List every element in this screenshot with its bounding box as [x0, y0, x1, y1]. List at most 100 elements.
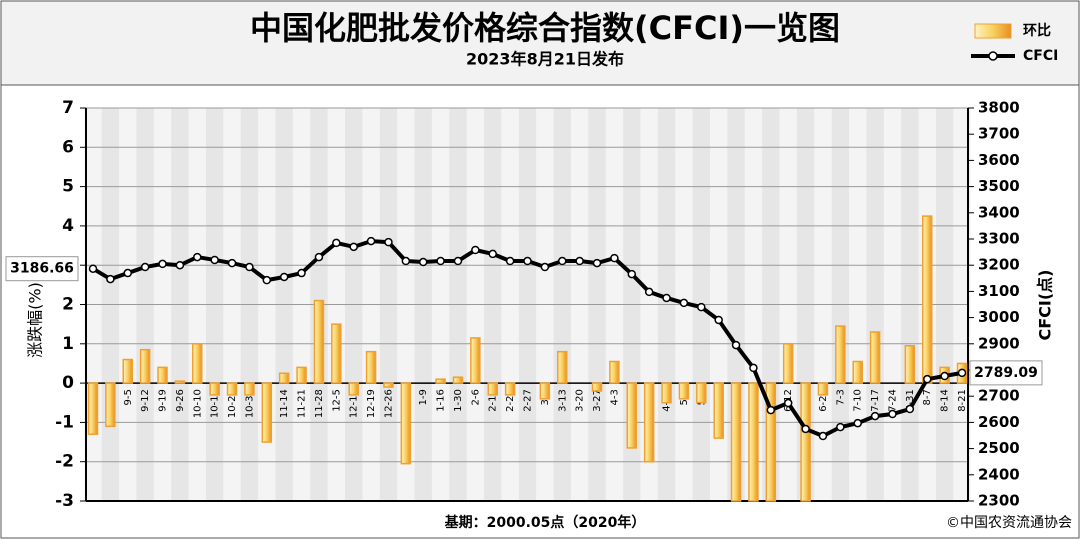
- bar: [139, 348, 151, 384]
- x-tick-label: 12-12: [349, 389, 360, 418]
- line-point: [575, 256, 584, 266]
- line-point: [314, 252, 324, 262]
- y2-tick-label: 3600: [978, 151, 1020, 169]
- y-tick-label: 7: [62, 98, 74, 118]
- x-tick-label: 7-24: [887, 389, 898, 412]
- line-point: [193, 252, 202, 262]
- x-tick-label: 7-3: [835, 389, 846, 405]
- bar: [817, 382, 829, 396]
- legend-label: 环比: [1023, 22, 1051, 39]
- y-tick-label: -1: [55, 412, 74, 432]
- y2-tick-label: 3700: [978, 125, 1020, 143]
- x-tick-label: 7-10: [853, 389, 864, 412]
- line-point: [627, 269, 637, 279]
- bar: [452, 376, 464, 384]
- x-tick-label: 7-17: [870, 389, 881, 412]
- y2-tick-label: 2900: [978, 334, 1020, 352]
- x-tick-label: 8-21: [957, 389, 968, 412]
- line-point: [853, 418, 862, 428]
- y2-tick-label: 2500: [978, 439, 1020, 457]
- x-tick-label: 10-31: [244, 389, 255, 418]
- bar: [713, 382, 724, 439]
- line-point: [783, 398, 793, 408]
- bar: [609, 360, 620, 384]
- line-point: [349, 242, 358, 252]
- bar: [557, 350, 568, 384]
- x-tick-label: 9-5: [123, 389, 134, 405]
- y-tick-label: 2: [62, 295, 74, 315]
- value-label: 3186.66: [10, 261, 74, 277]
- x-tick-label: 2-20: [505, 389, 516, 412]
- y-tick-label: -2: [55, 452, 74, 472]
- line-point: [436, 256, 445, 266]
- bar: [157, 366, 168, 384]
- line-point: [384, 237, 393, 247]
- line-point: [332, 238, 341, 248]
- y2-tick-label: 2300: [978, 492, 1020, 510]
- line-point: [610, 253, 619, 263]
- bar: [852, 360, 863, 384]
- line-point: [940, 371, 949, 381]
- y2-tick-label: 3300: [978, 230, 1020, 248]
- line-point: [888, 409, 897, 419]
- x-tick-label: 9-26: [175, 389, 186, 412]
- bar: [591, 382, 603, 392]
- y2-tick-label: 3100: [978, 282, 1020, 300]
- line-point: [471, 245, 480, 255]
- line-point: [505, 256, 515, 266]
- bar: [904, 345, 916, 384]
- bar: [331, 323, 342, 384]
- bar: [365, 350, 377, 384]
- bar: [105, 382, 116, 428]
- x-tick-label: 10-24: [227, 389, 238, 418]
- line-point: [453, 256, 463, 266]
- x-tick-label: 4-3: [609, 389, 620, 405]
- line-point: [540, 262, 550, 272]
- line-point: [523, 256, 532, 266]
- y2-tick-label: 3200: [978, 256, 1020, 274]
- bar: [730, 382, 742, 502]
- line-point: [279, 272, 289, 282]
- bar: [261, 382, 273, 443]
- y2-tick-label: 2700: [978, 387, 1020, 405]
- bar: [87, 382, 99, 435]
- x-tick-label: 6-26: [818, 389, 829, 412]
- y2-tick-label: 3400: [978, 203, 1020, 221]
- y2-tick-label: 2400: [978, 465, 1020, 483]
- y-tick-label: 6: [62, 137, 74, 157]
- line-point: [957, 368, 967, 378]
- y-tick-label: 5: [62, 177, 74, 197]
- bar: [765, 382, 777, 502]
- line-point: [227, 258, 237, 268]
- bar: [383, 382, 394, 388]
- bar: [244, 382, 255, 396]
- legend-swatch: [988, 51, 998, 61]
- bar: [348, 382, 359, 396]
- bar: [400, 382, 412, 465]
- line-point: [922, 374, 932, 384]
- bar: [174, 380, 186, 384]
- bar: [226, 382, 238, 396]
- value-label-box: [5, 256, 79, 282]
- line-point: [88, 264, 98, 273]
- bar: [678, 382, 690, 400]
- y-tick-label: -3: [55, 491, 74, 511]
- x-tick-label: 1-16: [436, 389, 447, 412]
- bar: [122, 358, 134, 384]
- line-point: [679, 298, 689, 308]
- bar: [487, 382, 498, 396]
- x-tick-label: 11-14: [279, 389, 290, 418]
- line-point: [731, 340, 741, 350]
- x-tick-label: 12-5: [331, 389, 342, 412]
- line-point: [749, 363, 758, 373]
- bar: [435, 378, 446, 384]
- bar: [296, 366, 307, 384]
- line-point: [401, 256, 411, 266]
- y-axis-label: 涨跌幅(%): [26, 282, 45, 358]
- x-tick-label: 1-9: [418, 389, 429, 405]
- line-point: [418, 257, 428, 267]
- y2-tick-label: 3000: [978, 308, 1020, 326]
- y-tick-label: 4: [62, 216, 74, 236]
- bar: [278, 372, 290, 384]
